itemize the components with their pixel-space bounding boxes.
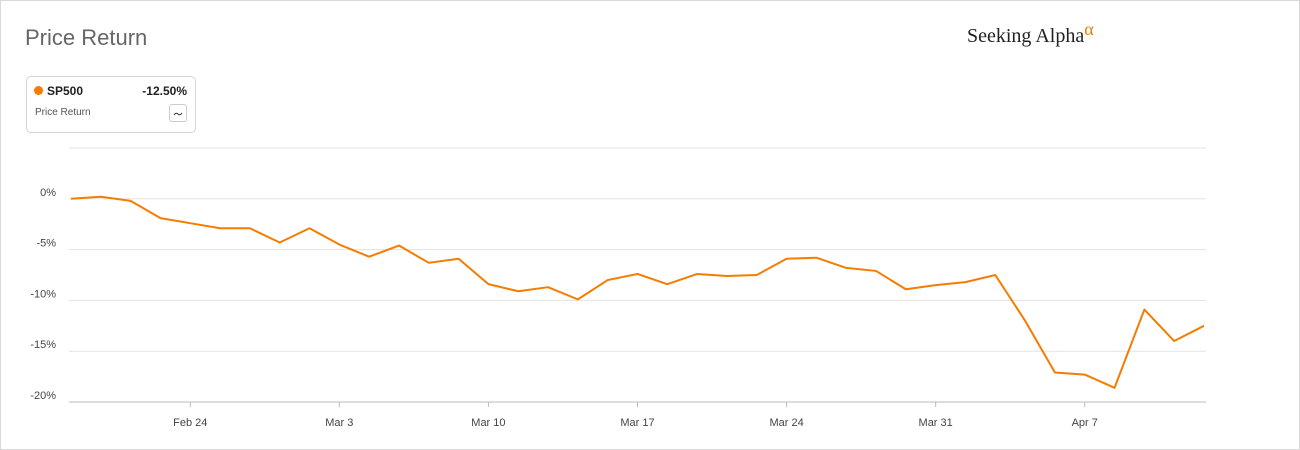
legend-dot (34, 86, 43, 95)
x-tick-label: Mar 31 (919, 417, 953, 429)
x-tick-label: Apr 7 (1072, 417, 1098, 429)
legend[interactable]: SP500 -12.50% Price Return (26, 76, 196, 133)
x-tick-label: Mar 24 (769, 417, 803, 429)
chart-type-icon[interactable] (169, 104, 187, 122)
y-tick-label: -10% (30, 288, 56, 300)
x-tick-label: Mar 10 (471, 417, 505, 429)
y-tick-label: -20% (30, 390, 56, 402)
legend-name: SP500 (47, 84, 84, 98)
x-tick-label: Mar 17 (620, 417, 654, 429)
title: Price Return (25, 25, 148, 50)
x-tick-label: Feb 24 (173, 417, 207, 429)
y-tick-label: 0% (40, 187, 56, 199)
legend-subtitle: Price Return (35, 107, 91, 118)
legend-value: -12.50% (142, 84, 187, 98)
logo-text: Seeking Alpha (967, 25, 1085, 47)
logo[interactable]: Seeking Alphaα (967, 19, 1094, 48)
y-tick-label: -5% (36, 238, 56, 250)
logo-mark: α (1084, 19, 1094, 39)
x-tick-label: Mar 3 (325, 417, 353, 429)
y-tick-label: -15% (30, 339, 56, 351)
line (70, 195, 1205, 389)
